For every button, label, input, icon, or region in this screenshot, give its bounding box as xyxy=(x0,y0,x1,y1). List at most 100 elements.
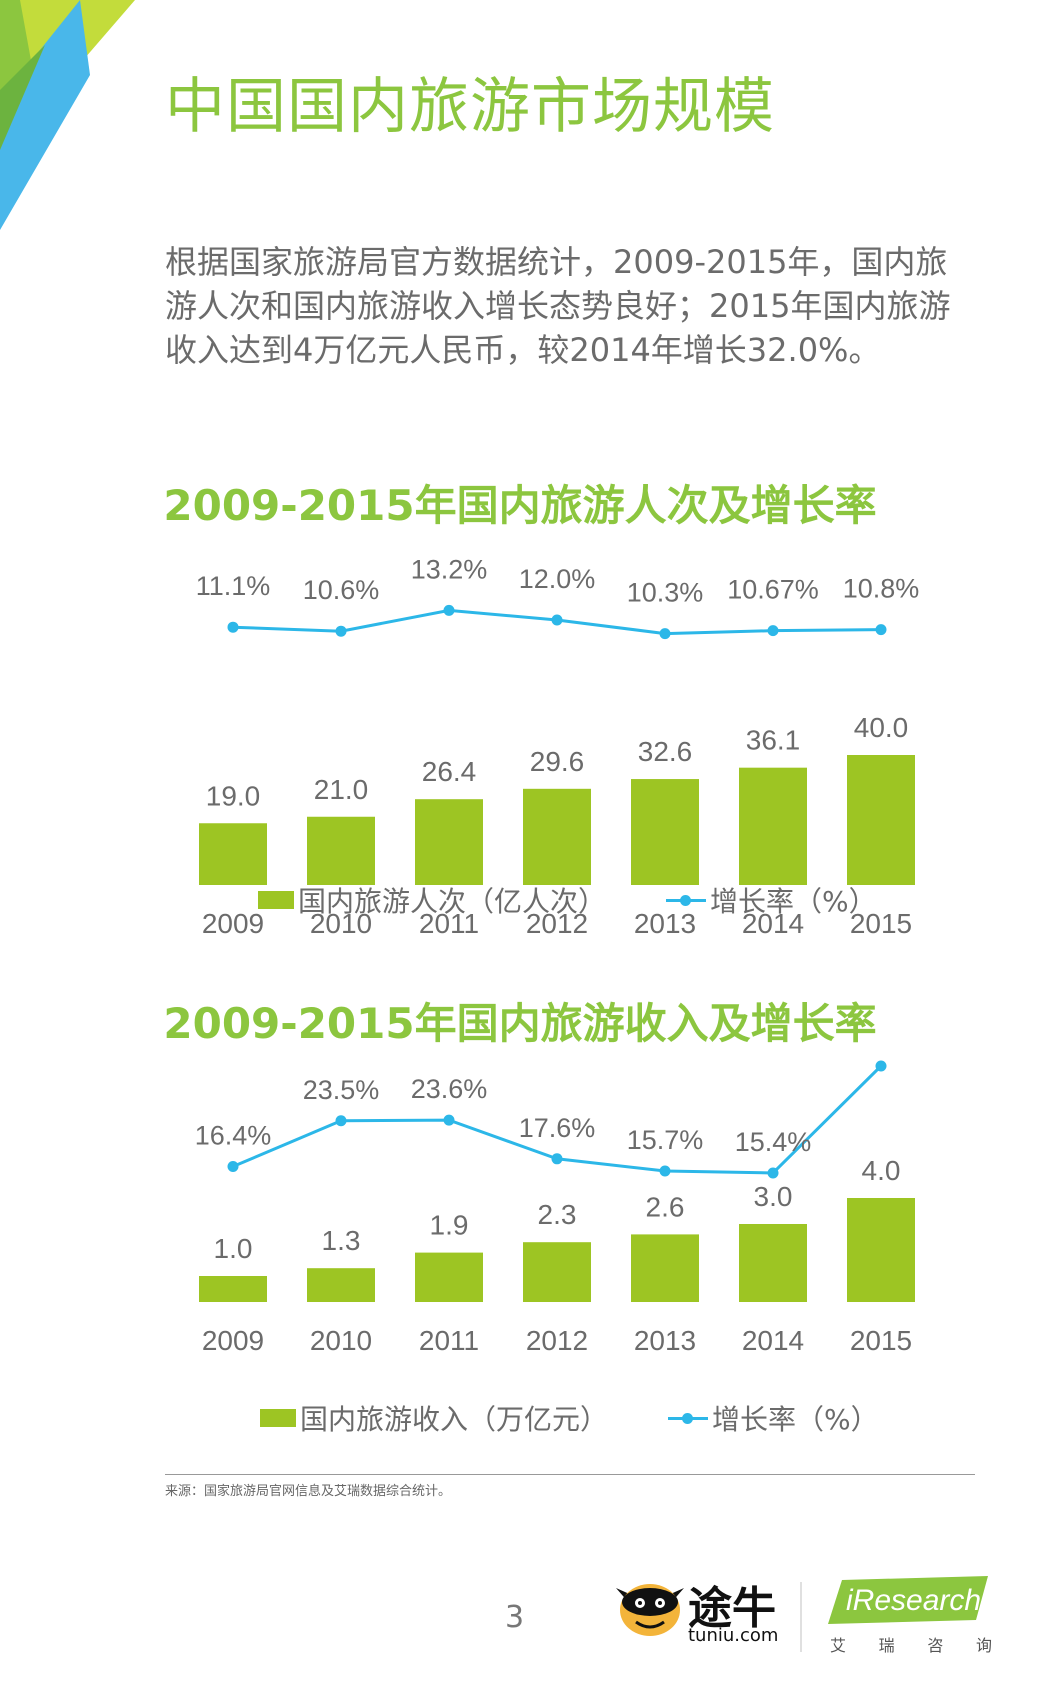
source-divider xyxy=(165,1474,975,1475)
legend-bar-swatch xyxy=(258,891,294,909)
growth-rate-point xyxy=(767,1167,779,1179)
logo-divider xyxy=(800,1582,802,1652)
bar xyxy=(523,788,591,885)
x-tick-label: 2009 xyxy=(202,908,264,939)
bar-value-label: 2.3 xyxy=(538,1199,577,1230)
page-title: 中国国内旅游市场规模 xyxy=(165,72,775,142)
growth-rate-point xyxy=(551,614,563,626)
growth-rate-point xyxy=(227,1161,239,1173)
chart-legend: 国内旅游人次（亿人次） 增长率（%） xyxy=(258,880,877,920)
growth-rate-point xyxy=(551,1153,563,1165)
legend-line-swatch xyxy=(666,891,707,909)
legend-line-swatch xyxy=(668,1409,709,1427)
growth-rate-label: 12.0% xyxy=(519,564,596,594)
x-tick-label: 2009 xyxy=(202,1325,264,1356)
x-tick-label: 2010 xyxy=(310,908,372,939)
legend-bar-label: 国内旅游人次（亿人次） xyxy=(298,885,607,918)
growth-rate-point xyxy=(659,1165,671,1177)
source-note: 来源：国家旅游局官网信息及艾瑞数据综合统计。 xyxy=(165,1484,452,1499)
bar-value-label: 26.4 xyxy=(422,756,477,787)
bar xyxy=(199,1276,267,1302)
x-tick-label: 2013 xyxy=(634,908,696,939)
bar-value-label: 3.0 xyxy=(754,1181,793,1212)
legend-bar-swatch xyxy=(260,1409,296,1427)
iresearch-char: 瑞 xyxy=(878,1636,895,1655)
growth-rate-point xyxy=(875,1060,887,1072)
bar xyxy=(199,823,267,885)
bar xyxy=(415,1252,483,1302)
growth-rate-label: 10.8% xyxy=(843,574,920,604)
bar xyxy=(523,1242,591,1302)
bar-value-label: 36.1 xyxy=(746,725,801,756)
tuniu-url: tuniu.com xyxy=(688,1625,779,1646)
bar-value-label: 32.6 xyxy=(638,736,693,767)
bar xyxy=(307,816,375,885)
chart-title: 2009-2015年国内旅游人次及增长率 xyxy=(163,481,877,530)
growth-rate-point xyxy=(443,1114,455,1126)
growth-rate-label: 10.6% xyxy=(303,575,380,605)
growth-rate-label: 17.6% xyxy=(519,1113,596,1143)
summary-text: 根据国家旅游局官方数据统计，2009-2015年，国内旅游人次和国内旅游收入增长… xyxy=(165,243,951,369)
bar-value-label: 1.9 xyxy=(430,1210,469,1241)
legend-line-label: 增长率（%） xyxy=(710,885,877,918)
visitors-chart: 2009-2015年国内旅游人次及增长率 19.0 2009 21.0 2010 26.… xyxy=(0,460,1040,939)
x-tick-label: 2014 xyxy=(742,1325,804,1356)
x-tick-label: 2013 xyxy=(634,1325,696,1356)
x-tick-label: 2012 xyxy=(526,1325,588,1356)
tuniu-cow-logo-icon xyxy=(616,1584,684,1636)
growth-rate-point xyxy=(767,625,779,637)
revenue-chart-plot: 1.0 2009 1.3 2010 1.9 2011 2.3 2012 2.6 2013 3.0 20… xyxy=(195,1060,915,1356)
iresearch-subtitle: 艾 瑞 咨 询 xyxy=(830,1632,992,1656)
iresearch-char: 艾 xyxy=(830,1636,847,1655)
x-tick-label: 2014 xyxy=(742,908,804,939)
iresearch-char: 询 xyxy=(975,1636,992,1655)
growth-rate-point xyxy=(227,621,239,633)
x-tick-label: 2015 xyxy=(850,1325,912,1356)
bar xyxy=(307,1268,375,1302)
bar-value-label: 1.3 xyxy=(322,1225,361,1256)
bar-value-label: 29.6 xyxy=(530,746,585,777)
bar xyxy=(847,755,915,885)
revenue-chart: 2009-2015年国内旅游收入及增长率 1.0 2009 1.3 2010 1.9 20… xyxy=(0,978,1040,1448)
bar-value-label: 19.0 xyxy=(206,780,261,811)
chart-title: 2009-2015年国内旅游收入及增长率 xyxy=(163,999,877,1048)
growth-rate-label: 15.7% xyxy=(627,1125,704,1155)
legend-line-label: 增长率（%） xyxy=(712,1403,879,1436)
bar-value-label: 40.0 xyxy=(854,712,909,743)
growth-rate-point xyxy=(659,628,671,640)
bar-value-label: 1.0 xyxy=(214,1233,253,1264)
growth-rate-label: 11.1% xyxy=(196,571,271,601)
growth-rate-label: 13.2% xyxy=(411,554,488,584)
bar xyxy=(631,1234,699,1302)
iresearch-logo: iResearch xyxy=(828,1576,988,1624)
growth-rate-label: 15.4% xyxy=(735,1127,812,1157)
bar xyxy=(739,1224,807,1302)
bar-value-label: 21.0 xyxy=(314,774,369,805)
x-tick-label: 2011 xyxy=(419,1325,479,1356)
growth-rate-label: 10.3% xyxy=(627,578,704,608)
growth-rate-label: 23.6% xyxy=(411,1074,488,1104)
bar-value-label: 4.0 xyxy=(862,1155,901,1186)
growth-rate-point xyxy=(335,1115,347,1127)
visitors-chart-plot: 19.0 2009 21.0 2010 26.4 2011 29.6 2012 32.6 2013… xyxy=(196,554,920,939)
growth-rate-label: 23.5% xyxy=(303,1075,380,1105)
x-tick-label: 2012 xyxy=(526,908,588,939)
x-tick-label: 2015 xyxy=(850,908,912,939)
iresearch-logo-text: iResearch xyxy=(846,1584,981,1617)
growth-rate-point xyxy=(875,624,887,636)
iresearch-char: 咨 xyxy=(927,1636,944,1655)
growth-rate-label: 10.67% xyxy=(727,575,819,605)
growth-rate-point xyxy=(335,625,347,637)
page-number: 3 xyxy=(505,1600,525,1635)
bar xyxy=(415,799,483,885)
corner-decoration xyxy=(0,0,135,230)
x-tick-label: 2010 xyxy=(310,1325,372,1356)
chart-legend: 国内旅游收入（万亿元） 增长率（%） xyxy=(260,1398,879,1438)
growth-rate-label: 16.4% xyxy=(195,1121,272,1151)
growth-rate-point xyxy=(443,604,455,616)
legend-bar-label: 国内旅游收入（万亿元） xyxy=(300,1403,609,1436)
bar xyxy=(631,779,699,885)
bar xyxy=(739,767,807,885)
tuniu-wordmark: 途牛 xyxy=(688,1583,776,1634)
x-tick-label: 2011 xyxy=(419,908,479,939)
